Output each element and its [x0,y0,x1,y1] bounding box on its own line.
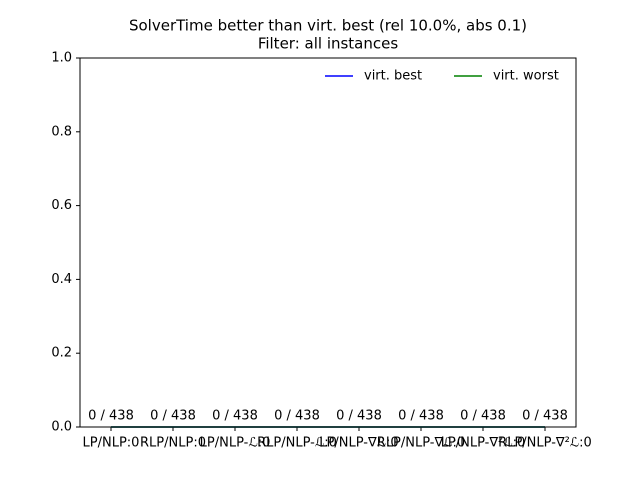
value-label: 0 / 438 [88,409,134,424]
x-tick-label: LP/NLP-∇²ℒ:0 [441,436,526,451]
legend-label: virt. worst [493,69,559,84]
chart-subtitle: Filter: all instances [258,35,399,53]
value-label: 0 / 438 [398,409,444,424]
x-tick-label: RLP/NLP-∇²ℒ:0 [498,436,592,451]
x-tick-label: LP/NLP-ℒ:0 [200,436,271,451]
x-tick-label: RLP/NLP-ℒ:0 [257,436,337,451]
x-tick-label: RLP/NLP-∇ℒ:0 [377,436,465,451]
y-tick-label: 0.6 [51,198,72,213]
y-tick-label: 0.0 [51,420,72,435]
value-label: 0 / 438 [274,409,320,424]
y-tick-label: 0.8 [51,124,72,139]
legend-label: virt. best [364,69,422,84]
plot-frame [79,57,577,428]
value-label: 0 / 438 [336,409,382,424]
y-tick-label: 1.0 [51,51,72,66]
x-tick-label: LP/NLP:0 [83,436,140,451]
value-label: 0 / 438 [522,409,568,424]
value-label: 0 / 438 [150,409,196,424]
x-tick-label: LP/NLP-∇ℒ:0 [319,436,398,451]
value-label: 0 / 438 [460,409,506,424]
y-tick-label: 0.4 [51,272,72,287]
value-label: 0 / 438 [212,409,258,424]
x-tick-label: RLP/NLP:0 [140,436,206,451]
chart-title: SolverTime better than virt. best (rel 1… [129,17,527,35]
y-tick-label: 0.2 [51,346,72,361]
